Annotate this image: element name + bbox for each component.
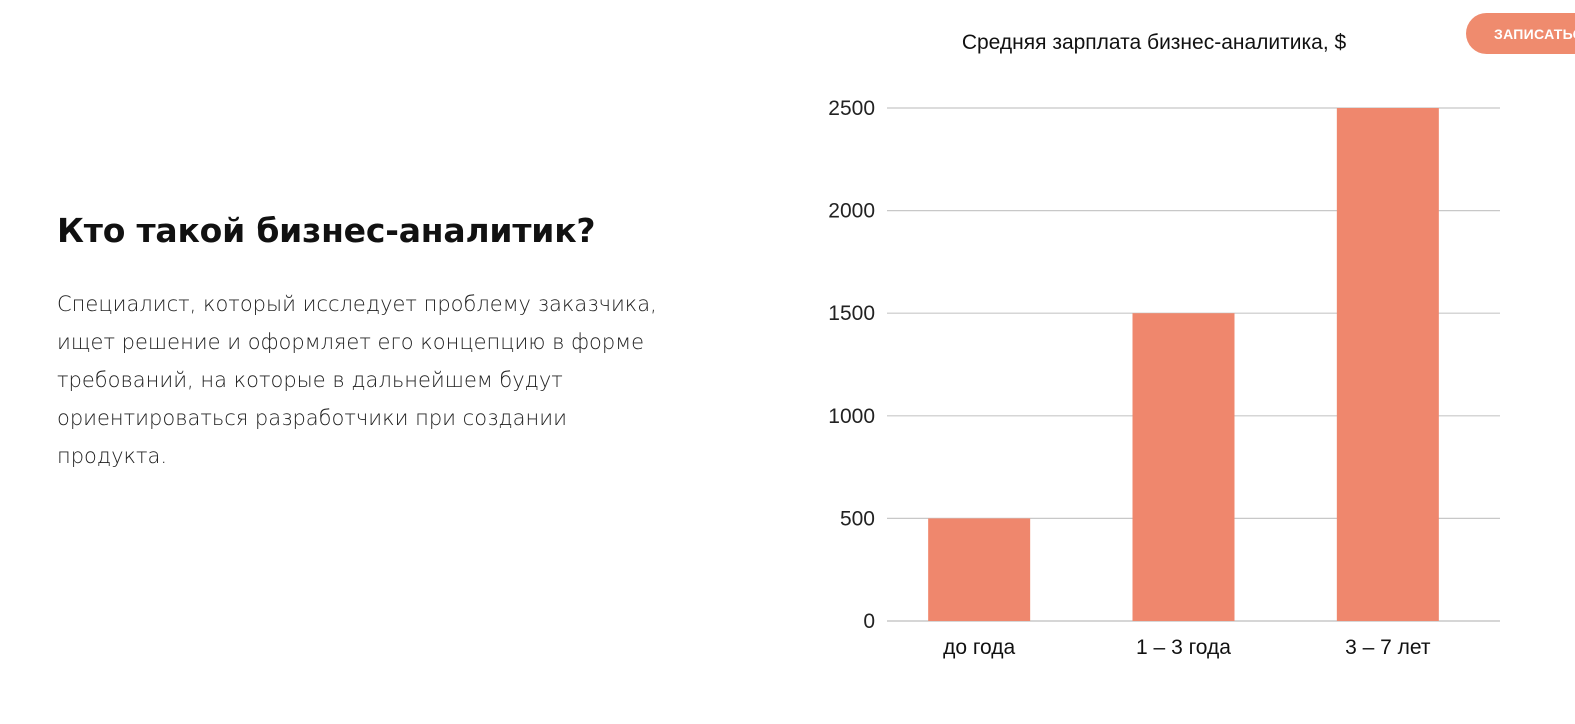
y-tick-label: 2500 (828, 97, 875, 120)
description-line: продукта. (57, 444, 168, 468)
chart-title: Средняя зарплата бизнес-аналитика, $ (962, 31, 1347, 54)
x-tick-label: 3 – 7 лет (1345, 636, 1431, 659)
description-line: ориентироваться разработчики при создани… (57, 406, 567, 430)
y-tick-label: 500 (840, 507, 875, 530)
chart-bars (928, 108, 1439, 621)
section-description: Специалист, который исследует проблему з… (57, 285, 697, 475)
y-tick-label: 1000 (828, 405, 875, 428)
y-tick-label: 2000 (828, 200, 875, 223)
section-title: Кто такой бизнес-аналитик? (57, 211, 596, 250)
x-tick-label: до года (943, 636, 1015, 659)
salary-chart: Средняя зарплата бизнес-аналитика, $ 0 50… (800, 10, 1560, 690)
bar (1132, 313, 1235, 621)
description-line: требований, на которые в дальнейшем буду… (57, 368, 563, 392)
y-tick-label: 0 (863, 610, 875, 633)
signup-button[interactable]: ЗАПИСАТЬСЯ (1466, 13, 1575, 54)
intro-section: Кто такой бизнес-аналитик? (57, 208, 697, 254)
description-line: Специалист, который исследует проблему з… (57, 292, 657, 316)
chart-x-axis: до года 1 – 3 года 3 – 7 лет (943, 636, 1431, 659)
description-line: ищет решение и оформляет его концепцию в… (57, 330, 644, 354)
x-tick-label: 1 – 3 года (1136, 636, 1231, 659)
bar (928, 518, 1031, 621)
salary-chart-svg: Средняя зарплата бизнес-аналитика, $ 0 50… (828, 31, 1500, 659)
y-tick-label: 1500 (828, 302, 875, 325)
bar (1336, 108, 1439, 621)
chart-y-axis: 0 500 1000 1500 2000 2500 (828, 97, 875, 633)
